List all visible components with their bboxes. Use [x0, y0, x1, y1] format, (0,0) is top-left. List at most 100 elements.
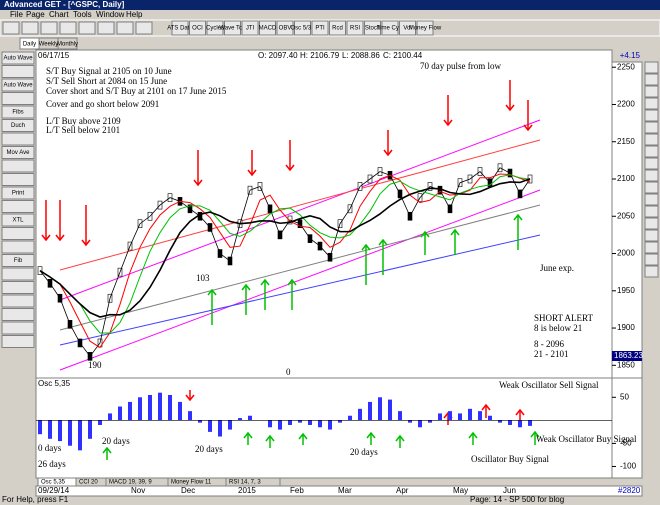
side-label[interactable]: Mov Ave — [7, 150, 31, 156]
right-icon[interactable] — [644, 241, 659, 254]
tool-icon[interactable] — [2, 21, 20, 35]
indicator-tab[interactable] — [225, 477, 281, 487]
side-icon[interactable] — [1, 78, 35, 92]
menu-item[interactable]: Help — [126, 10, 143, 19]
right-icon[interactable] — [644, 253, 659, 266]
tool-label[interactable]: RSI — [350, 26, 360, 32]
right-icon[interactable] — [644, 193, 659, 206]
right-icon[interactable] — [644, 61, 659, 74]
tool-label[interactable]: Money Flow — [409, 26, 442, 32]
menu-item[interactable]: Page — [26, 10, 45, 19]
tool-icon[interactable] — [59, 21, 77, 35]
tool-icon[interactable] — [21, 21, 39, 35]
tool-button[interactable] — [311, 20, 329, 36]
tool-button[interactable] — [276, 20, 294, 36]
tool-icon[interactable] — [40, 21, 58, 35]
right-icon[interactable] — [644, 145, 659, 158]
tool-label[interactable]: OCI — [192, 26, 203, 32]
indicator-tab-label[interactable]: RSI 14, 7, 3 — [229, 480, 261, 486]
indicator-tab-label[interactable]: CCI 20 — [79, 480, 98, 486]
tool-icon[interactable] — [97, 21, 115, 35]
tool-button[interactable] — [259, 20, 276, 36]
right-icon[interactable] — [644, 205, 659, 218]
side-icon[interactable] — [1, 186, 35, 200]
right-icon[interactable] — [644, 217, 659, 230]
tool-label[interactable]: Cycles — [206, 26, 224, 32]
indicator-tab-label[interactable]: MACD 19, 39, 9 — [109, 480, 152, 486]
tool-label[interactable]: Stoch — [365, 26, 380, 32]
side-icon[interactable] — [1, 92, 35, 105]
tab-label[interactable]: Daily — [23, 42, 36, 48]
tab-label[interactable]: Weekly — [39, 42, 59, 48]
side-label[interactable]: Auto Wave — [3, 56, 33, 62]
side-icon[interactable] — [1, 213, 35, 227]
tool-icon[interactable] — [78, 21, 96, 35]
tool-button[interactable] — [294, 20, 311, 36]
side-label[interactable]: Print — [12, 191, 25, 197]
indicator-tab-label[interactable]: Money Flow 11 — [171, 480, 212, 486]
side-icon[interactable] — [1, 65, 35, 78]
tool-button[interactable] — [329, 20, 346, 36]
tool-button[interactable] — [206, 20, 224, 36]
menu-item[interactable]: Chart — [49, 10, 69, 19]
right-icon[interactable] — [644, 133, 659, 146]
right-icon[interactable] — [644, 85, 659, 98]
side-label[interactable]: Duch — [11, 123, 25, 129]
right-icon[interactable] — [644, 97, 659, 110]
side-icon[interactable] — [1, 240, 35, 254]
tool-button[interactable] — [399, 20, 416, 36]
tool-label[interactable]: ATS Data — [167, 26, 193, 32]
side-icon[interactable] — [1, 254, 35, 267]
tool-label[interactable]: Wave Tog — [219, 26, 245, 32]
side-label[interactable]: XTL — [12, 218, 24, 224]
right-icon[interactable] — [644, 157, 659, 170]
tool-button[interactable] — [241, 20, 259, 36]
menu-item[interactable]: File — [10, 10, 23, 19]
tool-label[interactable]: Time Cycl — [377, 26, 403, 32]
side-icon[interactable] — [1, 267, 35, 281]
tool-button[interactable] — [189, 20, 206, 36]
right-icon[interactable] — [644, 73, 659, 86]
right-icon[interactable] — [644, 265, 659, 278]
tab[interactable] — [57, 37, 78, 50]
tool-icon[interactable] — [135, 21, 153, 35]
tool-label[interactable]: JTI — [246, 26, 255, 32]
tool-label[interactable]: Osc 5/35 — [290, 26, 315, 32]
tool-button[interactable] — [381, 20, 399, 36]
side-icon[interactable] — [1, 227, 35, 240]
right-icon[interactable] — [644, 121, 659, 134]
tool-button[interactable] — [346, 20, 364, 36]
tool-button[interactable] — [171, 20, 189, 36]
side-icon[interactable] — [1, 132, 35, 146]
tool-label[interactable]: MACD — [259, 26, 277, 32]
right-icon[interactable] — [644, 181, 659, 194]
side-icon[interactable] — [1, 281, 35, 294]
side-icon[interactable] — [1, 105, 35, 119]
right-icon[interactable] — [644, 169, 659, 182]
menu-item[interactable]: Window — [96, 10, 125, 19]
menu-item[interactable]: Tools — [73, 10, 92, 19]
tool-label[interactable]: PTI — [315, 26, 325, 32]
side-icon[interactable] — [1, 146, 35, 159]
indicator-tab-label[interactable]: Osc 5,35 — [41, 480, 66, 486]
tool-label[interactable]: Rcd — [332, 26, 343, 32]
side-icon[interactable] — [1, 200, 35, 213]
tool-icon[interactable] — [116, 21, 134, 35]
side-icon[interactable] — [1, 173, 35, 186]
tool-button[interactable] — [224, 20, 241, 36]
right-icon[interactable] — [644, 109, 659, 122]
tool-button[interactable] — [416, 20, 434, 36]
tab-label[interactable]: Monthly — [57, 42, 78, 48]
side-icon[interactable] — [1, 294, 35, 308]
right-icon[interactable] — [644, 229, 659, 242]
tool-button[interactable] — [364, 20, 381, 36]
side-icon[interactable] — [1, 308, 35, 321]
side-icon[interactable] — [1, 51, 35, 65]
side-label[interactable]: Fib — [14, 258, 23, 264]
side-icon[interactable] — [1, 335, 35, 348]
side-icon[interactable] — [1, 321, 35, 335]
side-label[interactable]: Fibs — [12, 110, 23, 116]
side-icon[interactable] — [1, 159, 35, 173]
tool-label[interactable]: OBV — [279, 26, 292, 32]
tool-label[interactable]: Vol — [403, 26, 411, 32]
